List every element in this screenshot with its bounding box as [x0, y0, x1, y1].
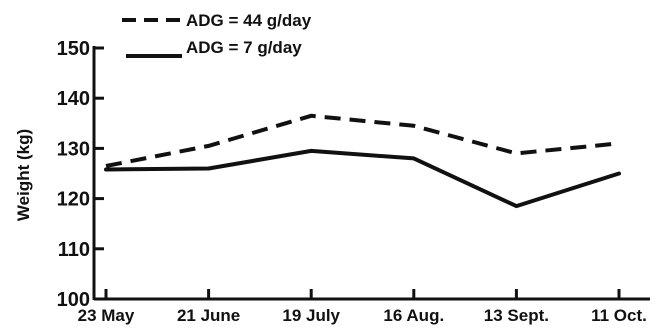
x-ticks: 23 May 21 June 19 July 16 Aug. 13 Sept. 11 Oc…	[78, 289, 647, 325]
y-tick-label: 150	[57, 38, 90, 60]
series-line-adg-7	[104, 148, 621, 209]
x-tick-label: 13 Sept.	[484, 306, 549, 325]
legend: ADG = 44 g/day ADG = 7 g/day	[122, 11, 312, 58]
x-tick-label: 19 July	[282, 306, 340, 325]
y-tick-label: 130	[57, 138, 90, 160]
x-tick-label: 16 Aug.	[383, 306, 444, 325]
series-line-adg-44	[105, 113, 620, 168]
legend-label-series-2: ADG = 7 g/day	[186, 38, 302, 57]
y-tick-label: 110	[58, 239, 90, 261]
x-tick-label: 23 May	[78, 306, 135, 325]
y-axis-title: Weight (kg)	[14, 129, 33, 221]
y-tick-label: 100	[57, 289, 90, 311]
y-tick-label: 140	[57, 88, 90, 110]
x-tick-label: 21 June	[177, 306, 240, 325]
x-tick-label: 11 Oct.	[591, 306, 647, 325]
y-ticks: 100 110 120 130 140 150	[57, 38, 104, 311]
series-lines	[104, 113, 621, 209]
y-tick-label: 120	[57, 189, 90, 211]
legend-label-series-1: ADG = 44 g/day	[186, 11, 312, 30]
